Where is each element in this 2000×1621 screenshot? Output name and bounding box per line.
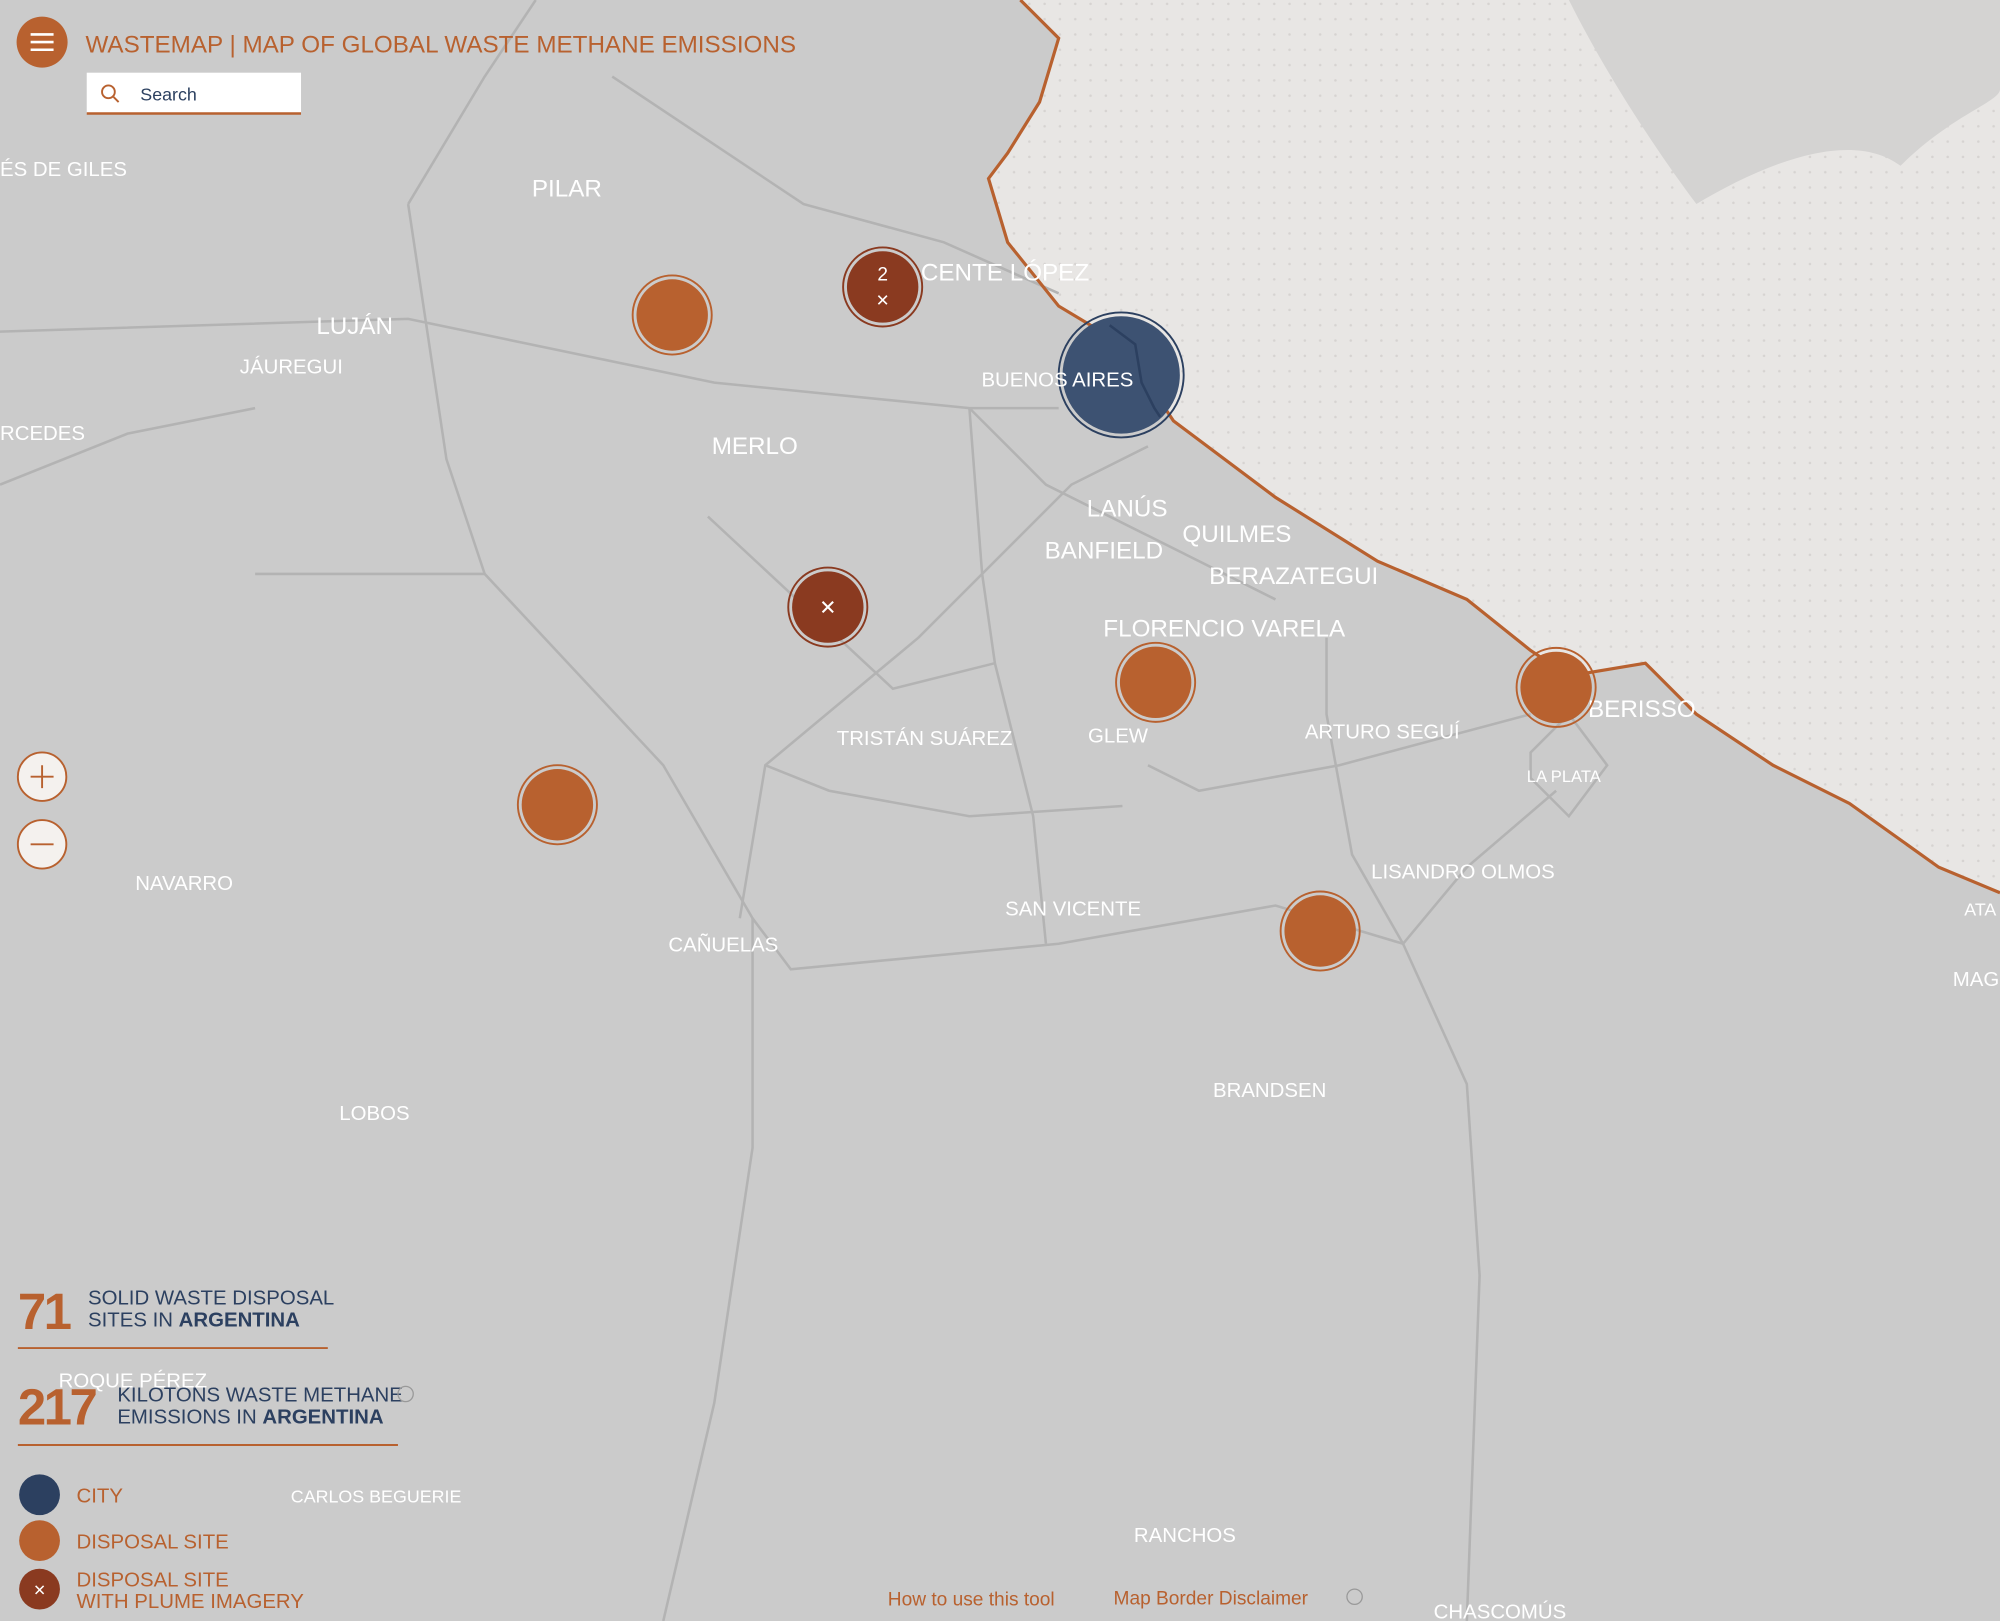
disposal-site-marker[interactable] — [521, 769, 594, 841]
place-label: BERISSO — [1588, 696, 1696, 723]
search-icon — [101, 84, 116, 100]
info-icon[interactable] — [1346, 1588, 1363, 1606]
search-icon-handle — [112, 96, 120, 103]
satellite-icon: ✕ — [876, 291, 890, 310]
place-label: BRANDSEN — [1213, 1080, 1326, 1102]
legend-city-swatch — [19, 1474, 60, 1516]
place-label: LUJÁN — [316, 313, 393, 340]
place-label: LOBOS — [339, 1103, 409, 1125]
legend-label: DISPOSAL SITE — [77, 1531, 229, 1553]
far-shore — [1568, 0, 2000, 205]
roads — [0, 0, 1609, 1621]
stat-prefix: SITES IN — [88, 1309, 173, 1331]
cluster-ring — [842, 246, 924, 328]
stat-country: ARGENTINA — [179, 1309, 300, 1331]
disposal-site-ring — [1115, 641, 1197, 723]
satellite-icon: ✕ — [33, 1582, 46, 1599]
city-ring — [1057, 311, 1185, 439]
place-label: BANFIELD — [1045, 538, 1163, 565]
legend-plume-swatch — [19, 1568, 60, 1610]
place-label: BERAZATEGUI — [1209, 563, 1378, 590]
disposal-site-ring — [631, 274, 713, 356]
cluster-count: 2 — [877, 265, 888, 286]
disposal-site-ring — [1279, 890, 1361, 972]
place-label: ARTURO SEGUÍ — [1305, 720, 1460, 743]
markers: ✕ 2 ✕ BUENOS AIRES — [516, 246, 1597, 972]
place-label: LISANDRO OLMOS — [1371, 862, 1555, 884]
place-label: CAÑUELAS — [668, 932, 778, 956]
legend-label: DISPOSAL SITE — [77, 1570, 229, 1592]
disposal-site-marker[interactable] — [1119, 646, 1192, 719]
place-label: QUILMES — [1182, 521, 1291, 548]
water-texture — [988, 0, 2000, 893]
stat-text: SITES IN ARGENTINA — [88, 1309, 300, 1331]
city-coast — [1108, 324, 1169, 428]
disclaimer-link[interactable]: Map Border Disclaimer — [1114, 1588, 1309, 1609]
place-label: MERLO — [712, 433, 798, 460]
city-marker[interactable] — [1062, 316, 1180, 434]
place-label: RCEDES — [0, 423, 85, 445]
menu-icon — [30, 33, 54, 52]
zoom-in-icon — [30, 765, 54, 789]
place-label: ÉS DE GILES — [0, 158, 127, 181]
legend-label: CITY — [77, 1485, 124, 1507]
place-label: LA PLATA — [1527, 767, 1602, 786]
plume-site-marker[interactable] — [792, 571, 864, 643]
place-label: JÁUREGUI — [240, 356, 343, 379]
disposal-site-ring — [516, 764, 598, 846]
disposal-site-marker[interactable] — [1284, 895, 1356, 967]
place-label: GLEW — [1088, 725, 1149, 747]
place-label: RANCHOS — [1134, 1525, 1236, 1547]
legend-label: WITH PLUME IMAGERY — [77, 1591, 305, 1613]
info-icon[interactable] — [397, 1385, 414, 1403]
search-box[interactable] — [86, 72, 302, 114]
app-title: WASTEMAP | MAP OF GLOBAL WASTE METHANE E… — [85, 31, 796, 58]
city-label: BUENOS AIRES — [981, 369, 1133, 391]
stat-prefix: EMISSIONS IN — [117, 1406, 256, 1428]
place-label: FLORENCIO VARELA — [1103, 615, 1346, 642]
coastline — [986, 0, 2000, 895]
stat-text: EMISSIONS IN ARGENTINA — [117, 1406, 384, 1428]
stat-number: 217 — [18, 1379, 97, 1436]
stat-text: SOLID WASTE DISPOSAL — [88, 1288, 334, 1310]
place-label: NAVARRO — [135, 873, 233, 895]
place-label: SAN VICENTE — [1005, 899, 1141, 921]
stat-country: ARGENTINA — [262, 1406, 383, 1428]
stat-text: KILOTONS WASTE METHANE — [117, 1385, 403, 1407]
stat-number: 71 — [18, 1283, 71, 1340]
disposal-site-marker[interactable] — [636, 279, 708, 351]
place-label: ROQUE PÉREZ — [59, 1370, 207, 1393]
satellite-icon: ✕ — [819, 598, 836, 620]
place-label: MAG — [1953, 969, 1999, 991]
search-placeholder: Search — [140, 85, 197, 105]
plume-site-ring — [787, 566, 869, 648]
how-to-link[interactable]: How to use this tool — [888, 1590, 1055, 1611]
place-label: CENTE LÓPEZ — [921, 260, 1089, 287]
disposal-site-marker[interactable] — [1520, 651, 1592, 724]
place-label: CARLOS BEGUERIE — [291, 1486, 462, 1506]
cluster-marker[interactable] — [846, 251, 919, 323]
place-label: LANÚS — [1087, 496, 1168, 523]
place-label: CHASCOMÚS — [1434, 1600, 1567, 1621]
place-label: TRISTÁN SUÁREZ — [837, 727, 1013, 750]
disposal-site-ring — [1515, 646, 1597, 728]
place-label: ATA — [1964, 900, 1996, 920]
place-label: PILAR — [532, 175, 602, 202]
legend-disposal-swatch — [19, 1520, 60, 1562]
